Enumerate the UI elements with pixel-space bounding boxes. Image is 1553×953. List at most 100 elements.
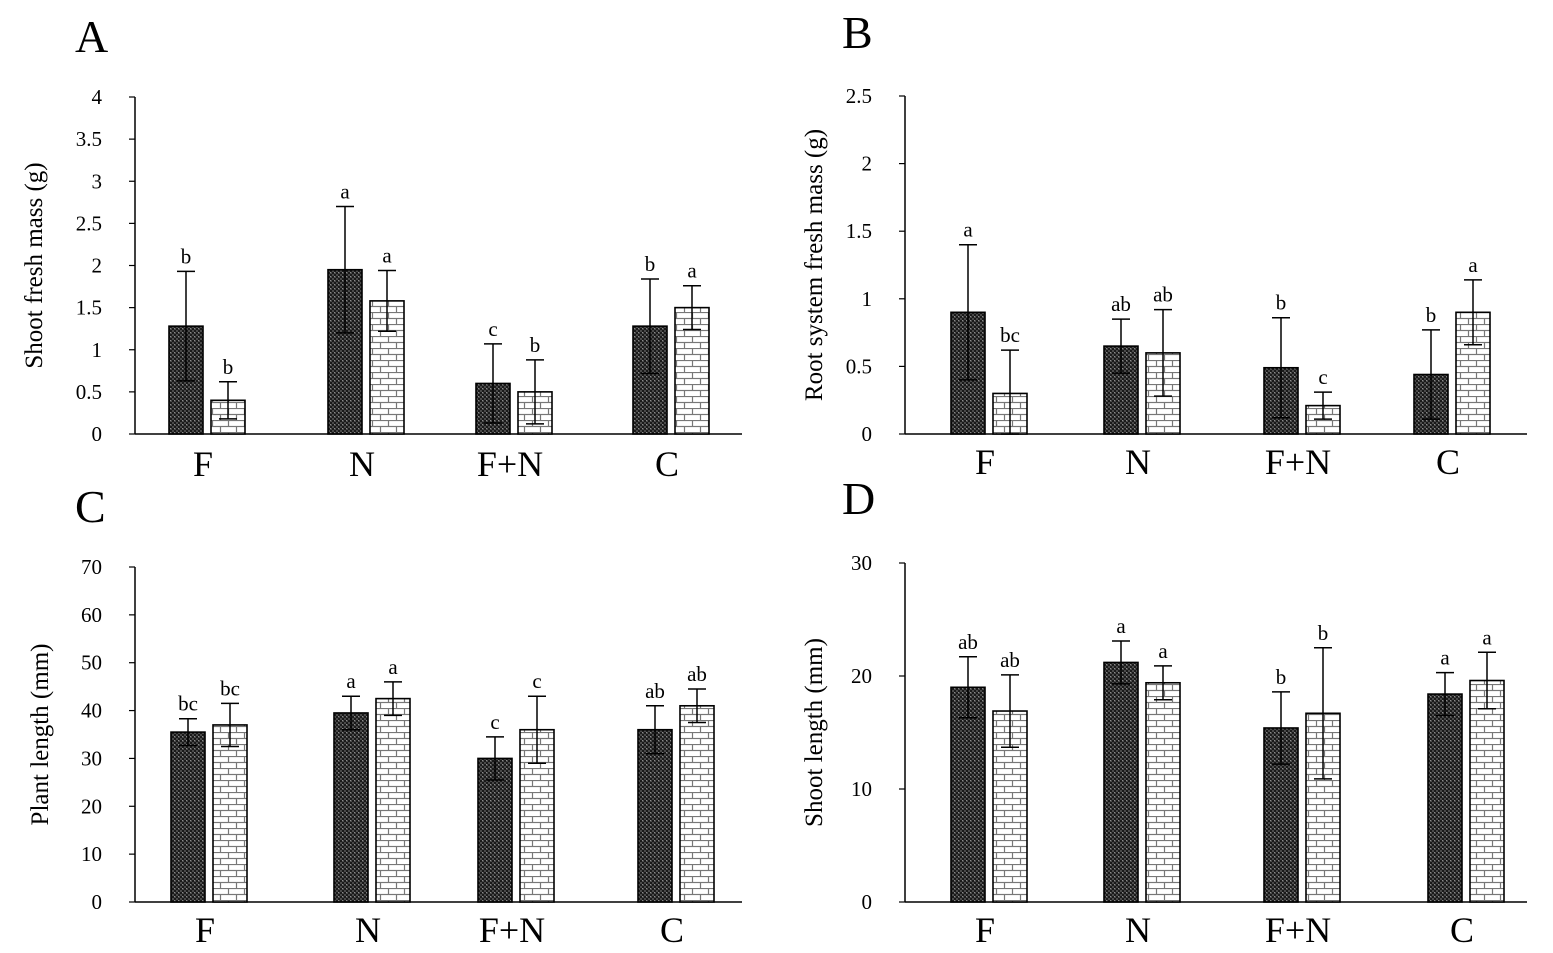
significance-letter: ab — [645, 679, 665, 703]
bar-dots — [333, 712, 369, 903]
significance-letter: b — [181, 244, 192, 268]
significance-letter: b — [223, 355, 234, 379]
y-tick-label: 0 — [862, 890, 873, 914]
significance-letter: c — [490, 710, 499, 734]
bar-dots — [1427, 693, 1463, 903]
bar-dots — [950, 686, 986, 903]
panel-label: D — [842, 473, 875, 524]
y-tick-label: 20 — [851, 664, 872, 688]
y-axis-label: Root system fresh mass (g) — [801, 129, 828, 401]
y-tick-label: 2 — [862, 152, 873, 176]
significance-letter: a — [382, 244, 392, 268]
chart-panel-a: A Shoot fresh mass (g) 0 0.5 1 1.5 2 2.5 3 3.5 4 Fb… — [21, 11, 742, 484]
y-tick-label: 10 — [81, 842, 102, 866]
significance-letter: b — [1318, 621, 1329, 645]
significance-letter: a — [1440, 646, 1450, 670]
x-category-label: C — [1450, 910, 1474, 950]
y-tick-label: 0.5 — [76, 380, 102, 404]
bar-dots — [170, 731, 206, 903]
y-tick-label: 1 — [862, 287, 873, 311]
x-category-label: N — [349, 444, 375, 484]
significance-letter: c — [1318, 365, 1327, 389]
y-tick-label: 0 — [92, 890, 103, 914]
chart-panel-b: B Root system fresh mass (g) 0 0.5 1 1.5 2 2.5 F… — [801, 7, 1527, 482]
significance-letter: ab — [958, 630, 978, 654]
bar-bricks — [679, 704, 715, 903]
x-category-label: F — [193, 444, 213, 484]
significance-letter: b — [530, 333, 541, 357]
significance-letter: ab — [1153, 283, 1173, 307]
y-axis-label: Shoot fresh mass (g) — [21, 162, 48, 368]
y-axis-label: Shoot length (mm) — [801, 638, 828, 827]
significance-letter: b — [1426, 303, 1437, 327]
y-tick-label: 2 — [92, 254, 103, 278]
significance-letter: b — [1276, 665, 1287, 689]
significance-letter: b — [645, 252, 656, 276]
significance-letter: a — [388, 655, 398, 679]
y-tick-label: 4 — [92, 85, 103, 109]
y-tick-label: 0 — [92, 422, 103, 446]
significance-letter: a — [1482, 625, 1492, 649]
significance-letter: bc — [178, 692, 198, 716]
y-tick-label: 70 — [81, 555, 102, 579]
x-category-label: F — [975, 910, 995, 950]
x-category-label: C — [660, 910, 684, 950]
panel-label: B — [842, 7, 873, 58]
x-category-label: C — [655, 444, 679, 484]
y-tick-label: 1.5 — [846, 219, 872, 243]
x-category-label: F+N — [479, 910, 545, 950]
bar-bricks — [1145, 681, 1181, 903]
x-category-label: C — [1436, 442, 1460, 482]
bar-bricks — [375, 697, 411, 903]
y-tick-label: 20 — [81, 794, 102, 818]
x-category-label: N — [355, 910, 381, 950]
significance-letter: b — [1276, 291, 1287, 315]
significance-letter: c — [532, 669, 541, 693]
y-tick-label: 30 — [851, 551, 872, 575]
x-category-label: F+N — [477, 444, 543, 484]
bar-bricks — [1469, 679, 1505, 903]
significance-letter: ab — [1111, 292, 1131, 316]
y-tick-label: 40 — [81, 699, 102, 723]
panel-label: C — [75, 481, 106, 532]
significance-letter: a — [1468, 253, 1478, 277]
y-tick-label: 1 — [92, 338, 103, 362]
y-tick-label: 2.5 — [846, 84, 872, 108]
significance-letter: a — [963, 218, 973, 242]
y-tick-label: 60 — [81, 603, 102, 627]
y-tick-label: 0.5 — [846, 354, 872, 378]
x-category-label: F+N — [1265, 442, 1331, 482]
y-tick-label: 10 — [851, 777, 872, 801]
significance-letter: bc — [220, 676, 240, 700]
significance-letter: bc — [1000, 323, 1020, 347]
bar-dots — [637, 728, 673, 903]
y-tick-label: 0 — [862, 422, 873, 446]
bar-bricks — [369, 300, 405, 435]
significance-letter: a — [340, 180, 350, 204]
x-category-label: N — [1125, 910, 1151, 950]
y-tick-label: 50 — [81, 651, 102, 675]
y-tick-label: 1.5 — [76, 296, 102, 320]
x-category-label: F — [195, 910, 215, 950]
bar-dots — [1103, 661, 1139, 903]
y-tick-label: 3.5 — [76, 127, 102, 151]
bar-dots — [477, 757, 513, 903]
y-axis-label: Plant length (mm) — [27, 644, 54, 826]
significance-letter: ab — [687, 662, 707, 686]
x-category-label: F+N — [1265, 910, 1331, 950]
significance-letter: c — [488, 317, 497, 341]
bar-bricks — [212, 724, 248, 903]
y-tick-label: 2.5 — [76, 211, 102, 235]
significance-letter: a — [1116, 614, 1126, 638]
x-category-label: F — [975, 442, 995, 482]
significance-letter: a — [1158, 639, 1168, 663]
significance-letter: ab — [1000, 648, 1020, 672]
panel-label: A — [75, 11, 108, 62]
x-category-label: N — [1125, 442, 1151, 482]
significance-letter: a — [687, 259, 697, 283]
y-tick-label: 30 — [81, 746, 102, 770]
significance-letter: a — [346, 669, 356, 693]
